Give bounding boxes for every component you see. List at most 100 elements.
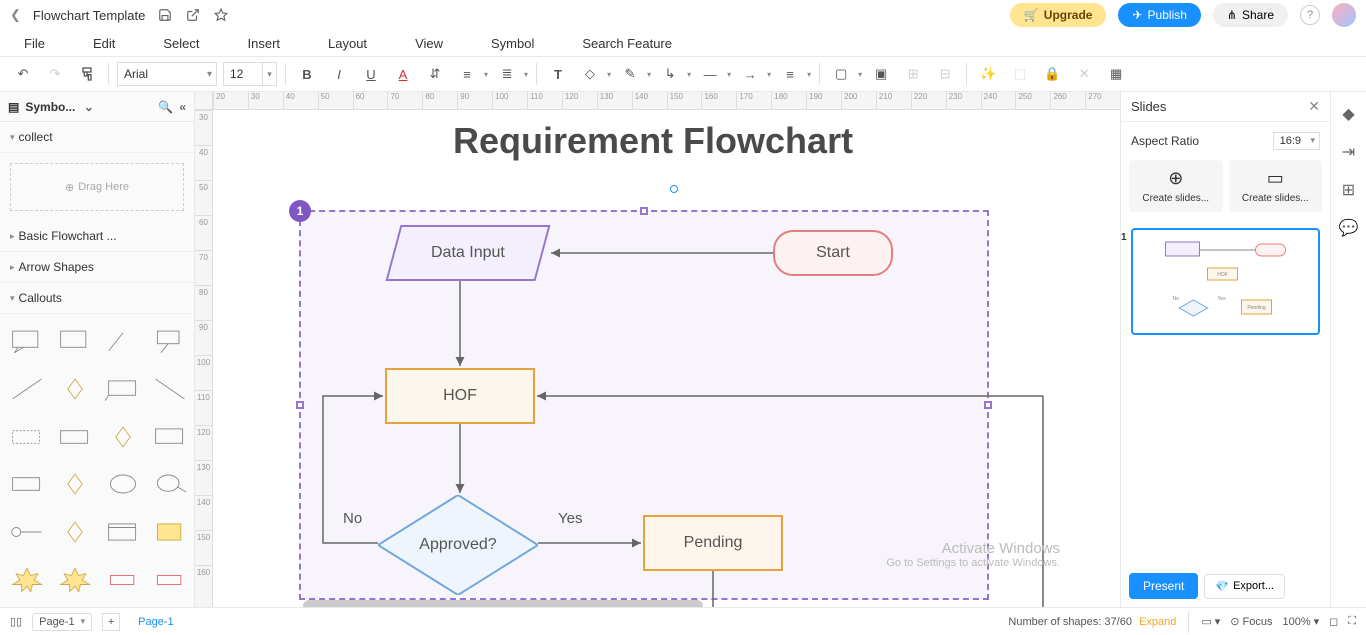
line-style-button[interactable]: — xyxy=(697,61,723,87)
shape-callout-15[interactable] xyxy=(100,462,146,508)
align-left-button[interactable]: ≡ xyxy=(454,61,480,87)
layer-button[interactable]: ▢ xyxy=(828,61,854,87)
shape-callout-4[interactable] xyxy=(148,318,194,364)
shape-callout-3[interactable] xyxy=(100,318,146,364)
redo-button[interactable]: ↷ xyxy=(42,61,68,87)
text-color-button[interactable]: A xyxy=(390,61,416,87)
section-basic-flowchart[interactable]: ▸Basic Flowchart ... xyxy=(0,221,194,252)
horizontal-scrollbar[interactable] xyxy=(303,600,703,607)
tools-button[interactable]: ✕ xyxy=(1071,61,1097,87)
text-height-button[interactable]: ⇵ xyxy=(422,61,448,87)
create-slides-button-2[interactable]: ▭Create slides... xyxy=(1229,160,1323,212)
page-tab-1[interactable]: Page-1 xyxy=(130,616,181,628)
search-icon[interactable]: 🔍 xyxy=(158,100,173,114)
menu-select[interactable]: Select xyxy=(163,36,199,51)
node-start[interactable]: Start xyxy=(773,230,893,276)
connector-button[interactable]: ↳ xyxy=(657,61,683,87)
undo-button[interactable]: ↶ xyxy=(10,61,36,87)
sidebar-dropdown-icon[interactable]: ⌄ xyxy=(84,100,94,114)
shape-callout-7[interactable] xyxy=(100,366,146,412)
shape-callout-20[interactable] xyxy=(148,509,194,555)
menu-symbol[interactable]: Symbol xyxy=(491,36,534,51)
shape-callout-9[interactable] xyxy=(4,414,50,460)
fill-button[interactable]: ◇ xyxy=(577,61,603,87)
shape-label-1[interactable] xyxy=(100,557,146,603)
node-approved[interactable]: Approved? xyxy=(378,495,538,595)
node-hof[interactable]: HOF xyxy=(385,368,535,424)
anchor-point[interactable] xyxy=(670,185,678,193)
present-button[interactable]: Present xyxy=(1129,573,1198,599)
shape-burst-2[interactable] xyxy=(52,557,98,603)
open-external-icon[interactable] xyxy=(185,7,201,23)
avatar[interactable] xyxy=(1332,3,1356,27)
aspect-ratio-select[interactable]: 16:9 xyxy=(1273,132,1320,150)
lock-button[interactable]: 🔒 xyxy=(1039,61,1065,87)
zoom-control[interactable]: 100% ▾ xyxy=(1282,615,1319,628)
ai-button[interactable]: ✨ xyxy=(975,61,1001,87)
publish-button[interactable]: ✈ Publish xyxy=(1118,3,1200,27)
menu-insert[interactable]: Insert xyxy=(248,36,281,51)
node-data-input[interactable]: Data Input xyxy=(385,225,550,281)
shape-callout-14[interactable] xyxy=(52,462,98,508)
arrow-style-button[interactable]: → xyxy=(737,61,763,87)
underline-button[interactable]: U xyxy=(358,61,384,87)
bold-button[interactable]: B xyxy=(294,61,320,87)
section-collect[interactable]: ▾collect xyxy=(0,122,194,153)
valign-button[interactable]: ≣ xyxy=(494,61,520,87)
export-icon[interactable]: ⇥ xyxy=(1337,140,1361,164)
group-button[interactable]: ▣ xyxy=(868,61,894,87)
shape-callout-1[interactable] xyxy=(4,318,50,364)
menu-view[interactable]: View xyxy=(415,36,443,51)
expand-link[interactable]: Expand xyxy=(1139,616,1176,628)
align-button[interactable]: ⊞ xyxy=(900,61,926,87)
upgrade-button[interactable]: 🛒 Upgrade xyxy=(1010,3,1107,27)
canvas[interactable]: Requirement Flowchart 1 xyxy=(213,110,1120,607)
shape-callout-19[interactable] xyxy=(100,509,146,555)
add-page-button[interactable]: + xyxy=(102,613,120,631)
distribute-button[interactable]: ⊟ xyxy=(932,61,958,87)
node-pending[interactable]: Pending xyxy=(643,515,783,571)
menu-search-feature[interactable]: Search Feature xyxy=(582,36,672,51)
outline-icon[interactable]: ▯▯ xyxy=(10,615,22,628)
italic-button[interactable]: I xyxy=(326,61,352,87)
section-arrow-shapes[interactable]: ▸Arrow Shapes xyxy=(0,252,194,283)
flowchart-title[interactable]: Requirement Flowchart xyxy=(453,120,853,162)
slide-thumbnail-1[interactable]: 1 HOF No Yes Pending xyxy=(1131,228,1320,335)
back-icon[interactable]: ❮ xyxy=(10,7,21,23)
close-panel-icon[interactable]: ✕ xyxy=(1308,98,1320,115)
shape-callout-6[interactable] xyxy=(52,366,98,412)
comment-icon[interactable]: 💬 xyxy=(1337,216,1361,240)
apps-icon[interactable]: ⊞ xyxy=(1337,178,1361,202)
share-button[interactable]: ⋔ Share xyxy=(1213,3,1288,27)
font-select[interactable]: Arial xyxy=(117,62,217,86)
font-size-input[interactable]: 12 xyxy=(223,62,263,86)
menu-file[interactable]: File xyxy=(24,36,45,51)
export-button[interactable]: 💎 Export... xyxy=(1204,574,1285,599)
selection-handle-w[interactable] xyxy=(296,401,304,409)
theme-icon[interactable]: ◆ xyxy=(1337,102,1361,126)
drag-here-dropzone[interactable]: ⊕ Drag Here xyxy=(10,163,184,211)
shape-burst-1[interactable] xyxy=(4,557,50,603)
shape-callout-8[interactable] xyxy=(148,366,194,412)
shape-callout-13[interactable] xyxy=(4,462,50,508)
shape-callout-11[interactable] xyxy=(100,414,146,460)
presentation-mode-icon[interactable]: ▭ ▾ xyxy=(1201,615,1220,628)
save-icon[interactable] xyxy=(157,7,173,23)
text-tool-button[interactable]: T xyxy=(545,61,571,87)
shape-label-2[interactable] xyxy=(148,557,194,603)
shape-callout-17[interactable] xyxy=(4,509,50,555)
line-color-button[interactable]: ✎ xyxy=(617,61,643,87)
star-icon[interactable] xyxy=(213,7,229,23)
table-button[interactable]: ▦ xyxy=(1103,61,1129,87)
shape-callout-5[interactable] xyxy=(4,366,50,412)
shape-callout-12[interactable] xyxy=(148,414,194,460)
selection-handle-e[interactable] xyxy=(984,401,992,409)
crop-button[interactable]: ⬚ xyxy=(1007,61,1033,87)
format-painter-button[interactable] xyxy=(74,61,100,87)
line-weight-button[interactable]: ≡ xyxy=(777,61,803,87)
create-slides-button-1[interactable]: ⊕Create slides... xyxy=(1129,160,1223,212)
help-icon[interactable]: ? xyxy=(1300,5,1320,25)
shape-callout-18[interactable] xyxy=(52,509,98,555)
page-selector[interactable]: Page-1 ▾ xyxy=(32,613,92,631)
focus-button[interactable]: ⊙ Focus xyxy=(1230,615,1272,628)
